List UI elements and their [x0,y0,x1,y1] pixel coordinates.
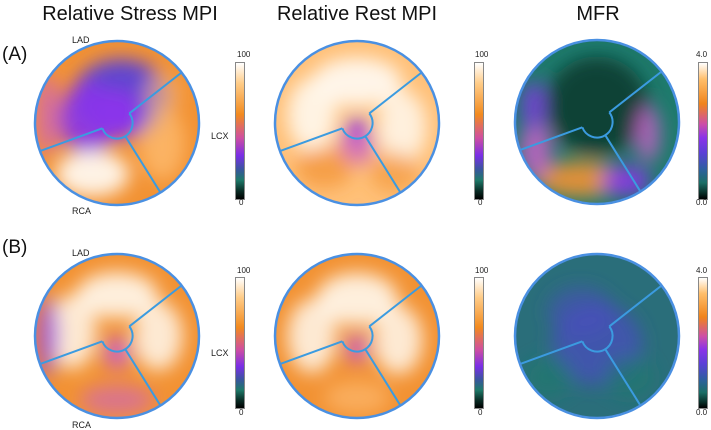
column-title-stress: Relative Stress MPI [42,3,218,25]
polar-intensity-region [287,299,337,373]
territory-inner-arc [101,325,134,353]
territory-boundary-line [364,135,402,194]
colorbar-max-mfr-b: 4.0 [696,266,708,275]
polar-intensity-region [523,356,573,398]
column-title-mfr: MFR [576,3,620,25]
territory-boundary-line [128,284,183,328]
colorbar-max-rest-a: 100 [475,50,489,59]
territory-boundary-line [128,71,183,115]
territory-boundary-line [608,70,663,114]
polar-map-rim [513,38,681,206]
polar-intensity-region [373,305,423,375]
polar-intensity-region [92,90,142,140]
territory-inner-arc [581,111,614,139]
polar-intensity-region [80,385,154,415]
polar-map-rim [33,252,201,420]
polar-intensity-region [605,356,655,398]
territory-boundary-line [604,134,642,193]
territory-boundary-line [279,340,343,365]
polar-intensity-region [35,295,59,377]
colorbar-rest-b [474,277,484,409]
polar-intensity-region [287,77,337,152]
colorbar-rest-a [474,62,484,200]
polar-intensity-region [324,381,390,414]
territory-boundary-line [364,348,402,407]
colorbar-max-stress-b: 100 [237,266,251,275]
territory-inner-arc [341,325,374,353]
polar-map-rim [273,252,441,420]
colorbar-max-mfr-a: 4.0 [696,50,708,59]
territory-boundary-line [39,340,103,365]
colorbar-min-stress-a: 0 [239,198,244,207]
territory-boundary-line [519,126,583,151]
polar-intensity-region [535,161,626,198]
polar-intensity-region [144,73,181,115]
territory-boundary-line [368,71,423,115]
colorbar-min-rest-a: 0 [478,198,483,207]
polar-intensity-region [316,272,398,326]
territory-label-lcx-b: LCX [211,348,229,358]
column-title-rest: Relative Rest MPI [276,3,438,25]
territory-boundary-line [39,127,103,152]
polar-intensity-region [55,150,130,197]
territory-boundary-line [519,340,583,365]
colorbar-mfr-a [698,62,708,200]
colorbar-stress-b [235,277,245,409]
colorbar-stress-a [235,62,245,200]
row-label-a: (A) [2,44,28,65]
polar-map-rim [33,39,201,207]
territory-inner-arc [581,325,614,353]
colorbar-max-rest-b: 100 [475,266,489,275]
polar-map-rim [513,252,681,420]
colorbar-min-stress-b: 0 [239,408,244,417]
territory-inner-arc [101,112,134,140]
colorbar-min-mfr-a: 0.0 [696,198,708,207]
polar-intensity-region [377,90,427,164]
polar-intensity-region [295,147,353,189]
territory-boundary-line [608,284,663,328]
polar-intensity-region [635,105,661,163]
polar-map-rim [273,39,441,207]
territory-label-rca-a: RCA [72,206,92,216]
colorbar-max-stress-a: 100 [237,50,251,59]
territory-boundary-line [124,135,162,194]
polar-intensity-region [338,123,376,164]
territory-inner-arc [341,112,374,140]
polar-intensity-region [347,117,367,137]
polar-intensity-region [311,57,403,107]
polar-intensity-region [76,272,158,318]
colorbar-min-rest-b: 0 [478,408,483,417]
colorbar-mfr-b [698,277,708,409]
territory-label-rca-b: RCA [72,420,92,430]
territory-label-lcx-a: LCX [211,131,229,141]
territory-label-lad-b: LAD [72,248,90,258]
polar-intensity-region [139,106,186,181]
polar-intensity-region [521,81,545,131]
territory-boundary-line [604,348,642,407]
polar-intensity-region [343,333,371,364]
territory-boundary-line [124,348,162,407]
polar-intensity-region [133,301,183,371]
colorbar-min-mfr-b: 0.0 [696,408,708,417]
territory-boundary-line [368,284,423,328]
territory-label-lad-a: LAD [72,35,90,45]
territory-boundary-line [279,127,343,152]
polar-intensity-region [47,295,97,369]
row-label-b: (B) [2,237,28,258]
polar-intensity-region [547,286,614,336]
